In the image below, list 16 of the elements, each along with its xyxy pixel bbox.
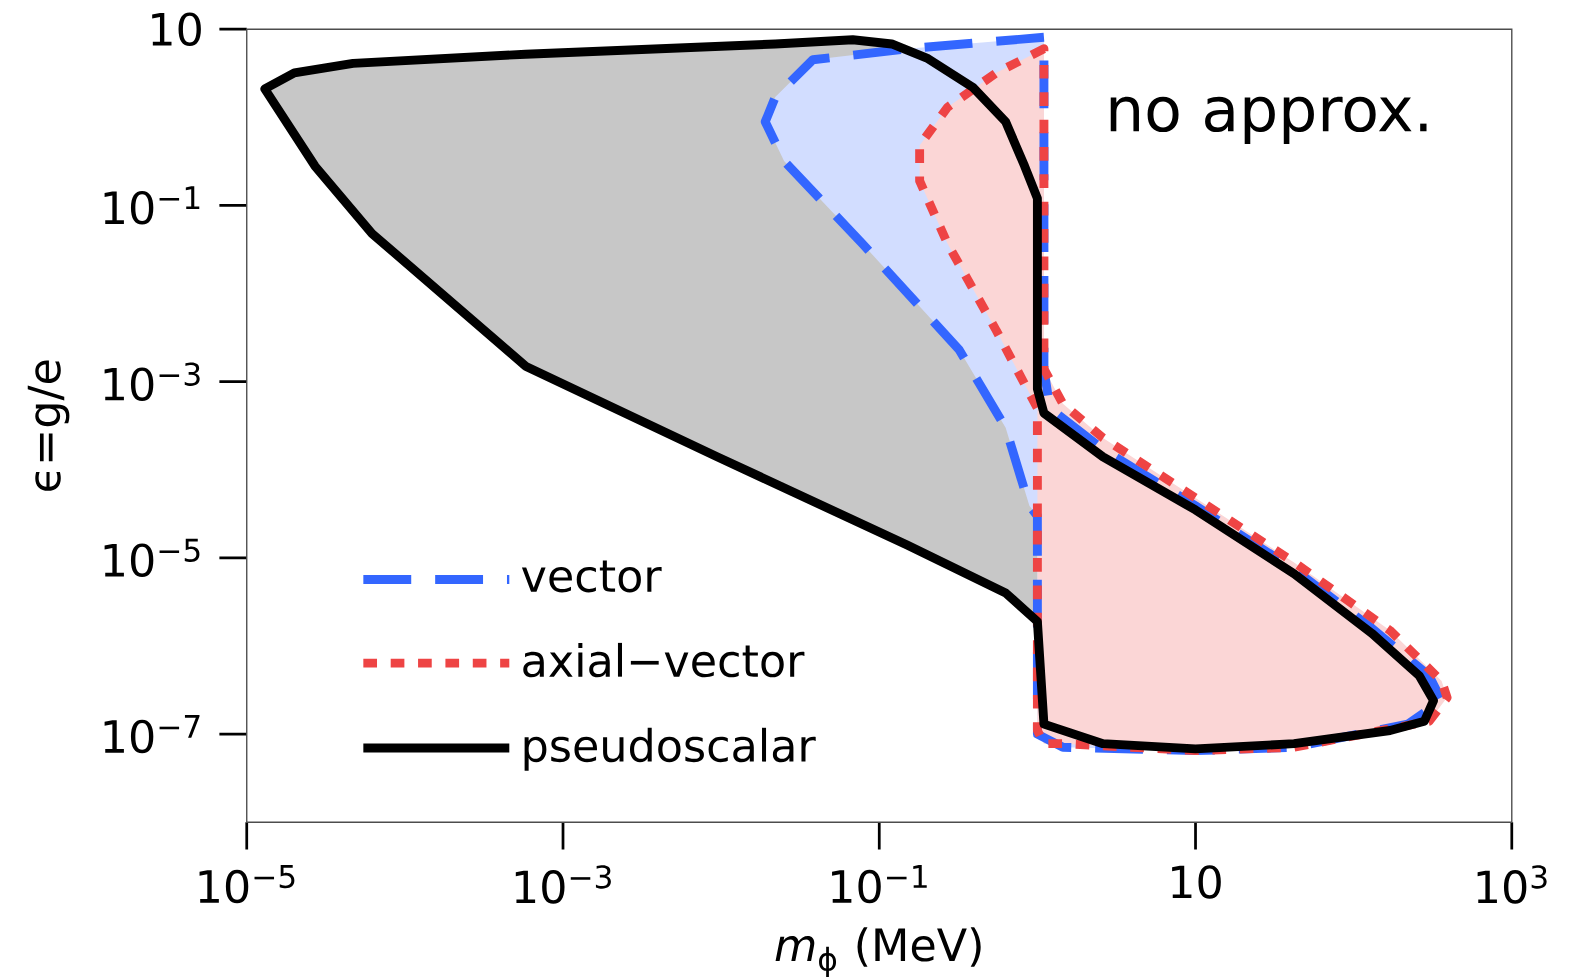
x-tick-label: 10$^{−3}$ xyxy=(515,865,611,904)
x-axis-title: m$_{ϕ}$ (MeV) xyxy=(775,927,981,978)
x-tick-label: 10 xyxy=(1172,865,1221,899)
y-tick-label: 10$^{−1}$ xyxy=(104,186,200,225)
legend-label: axial−vector xyxy=(523,642,805,678)
x-tick-label: 10$^{3}$ xyxy=(1477,865,1547,904)
y-tick-label: 10$^{−3}$ xyxy=(104,362,200,402)
annotation: no approx. xyxy=(1110,96,1427,145)
y-axis-title: ϵ=g/e xyxy=(27,360,70,491)
x-tick-label: 10$^{−5}$ xyxy=(199,865,295,904)
legend-label: pseudoscalar xyxy=(524,727,816,771)
x-tick-label: 10$^{−1}$ xyxy=(832,865,927,904)
y-tick-label: 10$^{−5}$ xyxy=(104,538,200,578)
y-tick-label: 10 xyxy=(152,12,201,47)
legend-label: vector xyxy=(521,560,662,593)
y-tick-label: 10$^{−7}$ xyxy=(104,715,200,754)
